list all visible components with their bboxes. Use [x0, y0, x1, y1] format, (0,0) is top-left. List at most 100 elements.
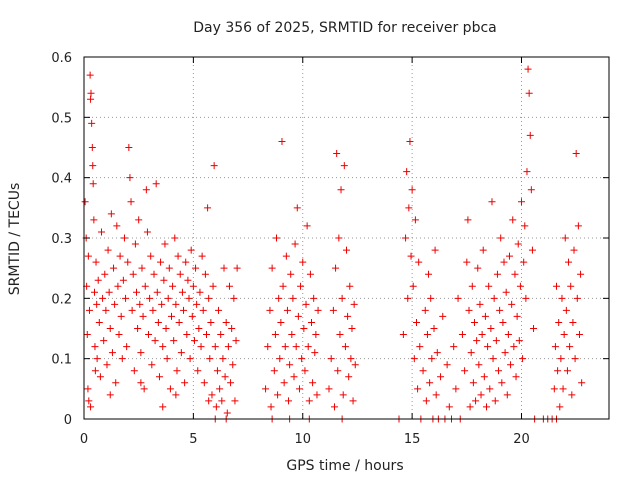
data-point	[349, 397, 357, 405]
data-point	[300, 325, 308, 332]
data-point	[136, 300, 144, 308]
data-point	[433, 349, 441, 357]
data-point	[497, 234, 505, 242]
data-point	[270, 367, 278, 375]
data-point	[469, 379, 477, 387]
data-point	[452, 385, 460, 393]
data-point	[505, 252, 513, 260]
data-point	[303, 222, 311, 230]
data-point	[128, 306, 136, 314]
data-point	[472, 397, 480, 405]
data-point	[525, 89, 533, 97]
data-point	[222, 318, 230, 326]
data-point	[415, 258, 423, 266]
axis-ticks	[83, 56, 609, 420]
data-point	[291, 240, 299, 248]
data-point	[152, 180, 160, 188]
data-point	[149, 306, 157, 314]
data-point	[419, 367, 427, 375]
data-point	[327, 355, 335, 363]
data-point	[209, 282, 217, 290]
data-point	[198, 252, 206, 260]
data-point	[501, 349, 509, 357]
data-point	[351, 361, 359, 369]
data-point	[160, 276, 168, 284]
data-point	[153, 288, 161, 296]
data-point	[107, 210, 115, 218]
data-point	[106, 325, 114, 332]
x-tick-label: 5	[189, 432, 197, 447]
data-point	[473, 337, 481, 345]
data-point	[88, 119, 96, 127]
data-point	[229, 361, 237, 369]
data-point	[215, 306, 223, 314]
data-point	[332, 264, 340, 272]
data-point	[492, 337, 500, 345]
data-point	[563, 367, 571, 375]
data-point	[126, 174, 134, 182]
data-point	[403, 168, 411, 176]
data-point	[570, 246, 578, 254]
data-point	[84, 385, 92, 393]
data-point	[461, 367, 469, 375]
data-point	[299, 258, 307, 266]
data-point	[188, 312, 196, 320]
data-point	[172, 300, 180, 308]
data-point	[87, 95, 95, 103]
data-point	[165, 264, 173, 272]
data-point	[91, 367, 99, 375]
data-point	[404, 294, 412, 302]
data-point	[519, 355, 527, 363]
data-point	[192, 264, 200, 272]
data-point	[423, 331, 431, 339]
data-point	[86, 71, 94, 79]
tick-labels: 0 0.1 0.2 0.3 0.4 0.5 0.6 0 5 10 15 20	[51, 51, 529, 447]
data-point	[443, 361, 451, 369]
data-point	[297, 282, 305, 290]
data-point	[480, 373, 488, 381]
data-point	[221, 373, 229, 381]
data-point	[217, 331, 225, 339]
data-point	[507, 361, 515, 369]
grid	[84, 57, 609, 419]
data-point	[478, 331, 486, 339]
data-point	[476, 300, 484, 308]
data-point	[159, 343, 167, 351]
data-point	[100, 337, 108, 345]
data-point	[302, 300, 310, 308]
data-point	[177, 349, 185, 357]
data-point	[124, 258, 132, 266]
data-point	[437, 373, 445, 381]
data-point	[122, 294, 130, 302]
data-point	[186, 355, 194, 363]
data-point	[147, 252, 155, 260]
data-point	[346, 282, 354, 290]
data-point	[161, 240, 169, 248]
data-point	[450, 343, 458, 351]
data-point	[219, 355, 227, 363]
data-point	[530, 325, 538, 332]
x-tick-label: 15	[404, 432, 421, 447]
data-point	[287, 270, 295, 278]
data-point	[151, 337, 159, 345]
data-point	[139, 312, 147, 320]
data-point	[495, 367, 503, 375]
data-point	[108, 349, 116, 357]
data-point	[301, 367, 309, 375]
data-point	[510, 343, 518, 351]
data-point	[522, 294, 530, 302]
data-point	[129, 270, 137, 278]
data-point	[305, 397, 313, 405]
data-point	[487, 325, 495, 332]
data-point	[295, 385, 303, 393]
data-point	[93, 355, 101, 363]
data-point	[274, 391, 282, 399]
data-point	[426, 379, 434, 387]
data-point	[309, 379, 317, 387]
data-point	[99, 294, 107, 302]
data-point	[573, 294, 581, 302]
data-point	[427, 294, 435, 302]
data-point	[555, 318, 563, 326]
y-tick-label: 0.5	[51, 111, 72, 126]
